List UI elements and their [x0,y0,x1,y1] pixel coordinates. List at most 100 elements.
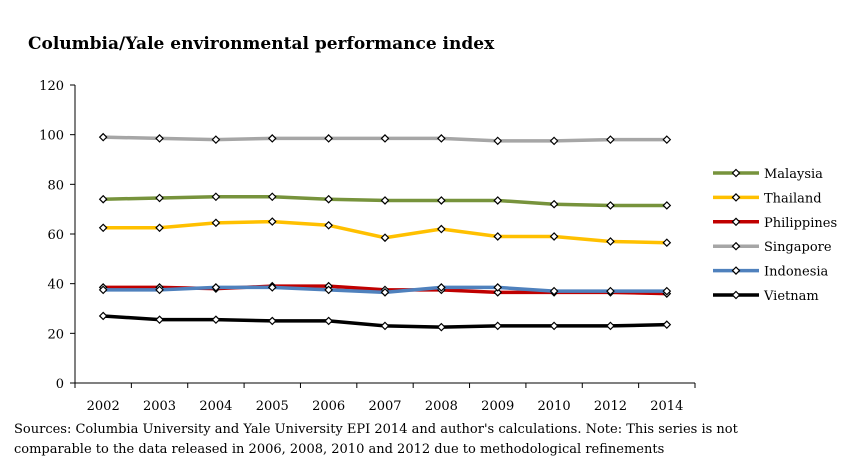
data-point-thailand [324,220,333,230]
series-layer [98,132,672,332]
x-tick-label: 2002 [87,399,120,414]
x-tick-label: 2004 [199,399,232,414]
data-point-singapore [98,132,108,142]
data-point-vietnam [98,311,108,321]
legend-label-malaysia: Malaysia [764,167,823,182]
source-line-1: Sources: Columbia University and Yale Un… [14,422,738,437]
data-point-thailand [380,233,390,243]
x-tick-label: 2010 [538,399,571,414]
legend: Malaysia Thailand Philippines Singapore Indo… [713,167,837,304]
data-point-malaysia [549,199,559,209]
data-point-indonesia [662,286,672,296]
data-point-vietnam [380,321,390,331]
data-point-thailand [267,217,277,226]
data-point-singapore [380,134,390,143]
x-tick-label: 2008 [425,399,458,414]
data-point-malaysia [437,196,446,205]
data-point-singapore [549,136,559,146]
series-indonesia [98,283,672,297]
data-point-vietnam [324,316,333,326]
legend-label-indonesia: Indonesia [764,265,829,280]
x-axis-ticks: 2002 2003 2004 2005 2006 2007 2008 2009 2010 2012… [74,383,696,414]
legend-label-vietnam: Vietnam [763,289,819,304]
data-point-indonesia [606,286,615,296]
y-tick-label: 100 [39,129,64,144]
data-point-malaysia [606,201,615,210]
legend-item-philippines: Philippines [713,216,837,231]
data-point-thailand [211,218,221,228]
y-tick-label: 80 [47,178,64,193]
legend-item-vietnam: Vietnam [713,289,819,304]
data-point-indonesia [549,286,559,296]
x-tick-label: 2009 [481,399,514,414]
chart-title: Columbia/Yale environmental performance … [28,34,495,54]
data-point-malaysia [155,193,164,203]
data-point-vietnam [155,315,164,325]
data-point-singapore [437,134,446,143]
data-point-malaysia [380,196,390,205]
legend-marker-thailand [731,193,741,202]
data-point-thailand [493,232,503,241]
data-point-singapore [324,134,333,143]
data-point-indonesia [267,283,277,292]
series-malaysia [98,192,672,210]
data-point-thailand [606,237,615,246]
x-tick-label: 2003 [143,399,176,414]
data-point-singapore [155,134,164,143]
y-tick-label: 40 [47,278,64,293]
data-point-malaysia [324,194,333,204]
series-vietnam [98,311,672,332]
data-point-thailand [437,224,446,234]
data-point-vietnam [493,321,503,331]
legend-marker-philippines [731,217,741,227]
x-tick-label: 2014 [650,399,683,414]
data-point-vietnam [662,320,672,329]
data-point-indonesia [380,288,390,297]
legend-label-singapore: Singapore [764,240,832,255]
legend-marker-vietnam [731,290,741,300]
x-tick-label: 2007 [368,399,401,414]
x-tick-label: 2005 [256,399,289,414]
data-point-indonesia [493,283,503,292]
series-thailand [98,217,672,248]
series-singapore [98,132,672,146]
source-note: Sources: Columbia University and Yale Un… [14,420,854,460]
data-point-thailand [155,223,164,233]
y-tick-label: 20 [47,327,64,342]
legend-marker-indonesia [731,266,741,275]
data-point-vietnam [606,321,615,331]
legend-label-thailand: Thailand [764,191,822,206]
data-point-vietnam [211,315,221,325]
line-chart: 0 20 40 60 80 100 120 2002 2003 2004 2005 2006 2007… [39,79,837,414]
data-point-indonesia [211,283,221,292]
y-tick-label: 0 [56,377,64,392]
data-point-indonesia [98,285,108,295]
data-point-singapore [267,134,277,143]
y-axis-ticks: 0 20 40 60 80 100 120 [39,79,75,392]
data-point-malaysia [211,192,221,202]
data-point-thailand [549,232,559,241]
source-line-2: comparable to the data released in 2006,… [14,442,665,457]
legend-marker-malaysia [731,168,741,178]
data-point-vietnam [549,321,559,331]
data-point-singapore [662,135,672,144]
data-point-thailand [662,238,672,248]
legend-item-thailand: Thailand [713,191,822,206]
data-point-philippines [493,288,503,297]
x-tick-label: 2012 [594,399,627,414]
legend-item-singapore: Singapore [713,240,832,255]
y-tick-label: 60 [47,228,64,243]
legend-marker-singapore [731,241,741,251]
x-tick-label: 2006 [312,399,345,414]
data-point-vietnam [267,316,277,326]
data-point-thailand [98,223,108,233]
data-point-singapore [606,135,615,144]
data-point-malaysia [98,194,108,204]
data-point-malaysia [493,196,503,205]
legend-item-malaysia: Malaysia [713,167,823,182]
data-point-singapore [211,135,221,144]
data-point-indonesia [155,285,164,295]
data-point-singapore [493,136,503,146]
y-tick-label: 120 [39,79,64,94]
data-point-indonesia [437,283,446,292]
